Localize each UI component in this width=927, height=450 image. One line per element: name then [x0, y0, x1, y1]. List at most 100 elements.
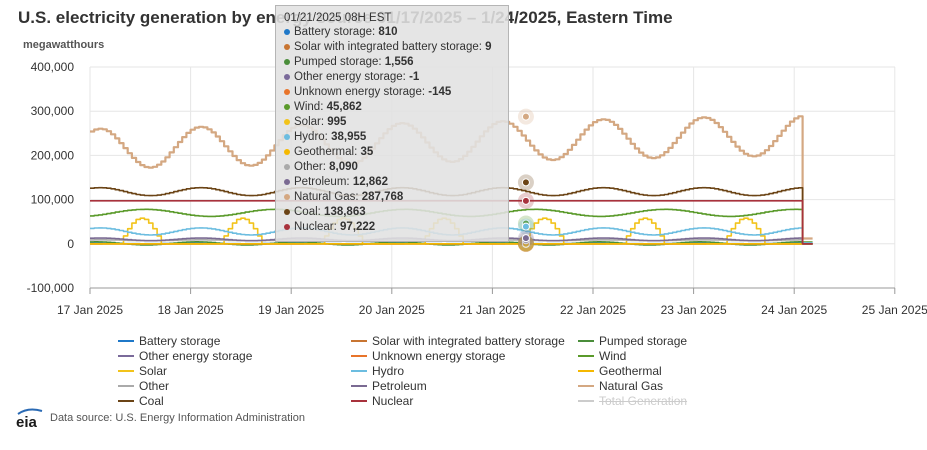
legend-item[interactable]: Geothermal	[578, 363, 662, 378]
legend-label: Wind	[599, 348, 627, 363]
tooltip-series-value: 995	[327, 116, 347, 128]
tooltip-series-name: Coal:	[294, 206, 325, 218]
hover-marker	[521, 196, 530, 205]
tooltip-row: Solar with integrated battery storage: 9	[284, 40, 500, 55]
y-tick-label: 400,000	[31, 60, 75, 74]
legend-label: Solar with integrated battery storage	[372, 333, 565, 348]
tooltip-series-value: -1	[409, 71, 420, 83]
tooltip-series-value: -145	[428, 86, 452, 98]
series-dot-icon	[284, 193, 290, 200]
legend-label: Other energy storage	[139, 348, 253, 363]
tooltip-header: 01/21/2025 08H EST	[284, 12, 392, 24]
legend-item[interactable]: Other energy storage	[118, 348, 252, 363]
series-dot-icon	[284, 118, 290, 125]
legend-swatch-icon	[118, 399, 134, 402]
x-tick-label: 23 Jan 2025	[661, 303, 727, 317]
series-dot-icon	[284, 148, 290, 155]
series-dot-icon	[284, 43, 290, 50]
legend-item[interactable]: Total Generation	[578, 393, 687, 408]
tooltip-row: Wind: 45,862	[284, 100, 500, 115]
legend-item[interactable]: Wind	[578, 348, 626, 363]
legend-swatch-icon	[118, 339, 134, 342]
hover-tooltip: 01/21/2025 08H EST Battery storage: 810 S…	[275, 5, 509, 242]
y-tick-label: 200,000	[31, 148, 75, 162]
x-tick-label: 22 Jan 2025	[560, 303, 626, 317]
x-tick-label: 19 Jan 2025	[258, 303, 324, 317]
tooltip-row: Pumped storage: 1,556	[284, 55, 500, 70]
tooltip-row: Geothermal: 35	[284, 145, 500, 160]
legend-swatch-icon	[118, 354, 134, 357]
tooltip-row: Battery storage: 810	[284, 25, 500, 40]
legend-label: Coal	[139, 393, 164, 408]
legend-item[interactable]: Pumped storage	[578, 333, 687, 348]
legend-swatch-icon	[578, 399, 594, 402]
legend-label: Total Generation	[599, 393, 688, 408]
legend-item[interactable]: Nuclear	[351, 393, 413, 408]
series-dot-icon	[284, 103, 290, 110]
tooltip-series-name: Nuclear:	[294, 221, 341, 233]
legend-swatch-icon	[118, 369, 134, 372]
legend-swatch-icon	[578, 354, 594, 357]
tooltip-series-value: 287,768	[361, 191, 404, 203]
tooltip-series-value: 12,862	[352, 176, 388, 188]
series-dot-icon	[284, 133, 290, 140]
x-tick-label: 20 Jan 2025	[359, 303, 425, 317]
tooltip-series-value: 810	[378, 26, 398, 38]
tooltip-row: Hydro: 38,955	[284, 130, 500, 145]
tooltip-series-name: Unknown energy storage:	[294, 86, 429, 98]
axes: -100,000 0 100,000 200,000 300,000 400,000 17 …	[27, 60, 927, 317]
legend-item[interactable]: Battery storage	[118, 333, 220, 348]
tooltip-series-value: 138,863	[324, 206, 366, 218]
legend-swatch-icon	[351, 354, 367, 357]
tooltip-row: Petroleum: 12,862	[284, 175, 500, 190]
series-dot-icon	[284, 73, 290, 80]
tooltip-series-value: 8,090	[329, 161, 358, 173]
tooltip-series-value: 1,556	[384, 56, 414, 68]
tooltip-series-name: Pumped storage:	[294, 56, 385, 68]
legend-label: Other	[139, 378, 170, 393]
x-tick-label: 25 Jan 2025	[862, 303, 927, 317]
legend-label: Natural Gas	[599, 378, 664, 393]
legend-item[interactable]: Natural Gas	[578, 378, 663, 393]
legend-swatch-icon	[351, 384, 367, 387]
legend-item[interactable]: Solar with integrated battery storage	[351, 333, 565, 348]
legend-item[interactable]: Hydro	[351, 363, 404, 378]
tooltip-row: Other: 8,090	[284, 160, 500, 175]
tooltip-series-name: Wind:	[294, 101, 327, 113]
legend-swatch-icon	[578, 369, 594, 372]
legend-swatch-icon	[351, 339, 367, 342]
tooltip-series-name: Petroleum:	[294, 176, 353, 188]
legend-item[interactable]: Unknown energy storage	[351, 348, 505, 363]
legend-label: Petroleum	[372, 378, 427, 393]
tooltip-series-name: Natural Gas:	[294, 191, 362, 203]
tooltip-series-name: Solar with integrated battery storage:	[294, 41, 486, 53]
legend-item[interactable]: Petroleum	[351, 378, 427, 393]
tooltip-series-name: Solar:	[294, 116, 328, 128]
hover-marker	[521, 234, 530, 243]
legend-swatch-icon	[351, 399, 367, 402]
chart-legend: Battery storage Solar with integrated bat…	[118, 333, 918, 413]
tooltip-row: Other energy storage: -1	[284, 70, 500, 85]
tooltip-series-name: Other energy storage:	[294, 71, 410, 83]
legend-label: Battery storage	[139, 333, 221, 348]
y-tick-label: 300,000	[31, 104, 75, 118]
tooltip-series-value: 45,862	[326, 101, 362, 113]
legend-item[interactable]: Solar	[118, 363, 167, 378]
tooltip-series-name: Geothermal:	[294, 146, 361, 158]
series-dot-icon	[284, 163, 290, 170]
legend-item[interactable]: Coal	[118, 393, 164, 408]
tooltip-row: Coal: 138,863	[284, 205, 500, 220]
series-dot-icon	[284, 28, 290, 35]
eia-logo-icon: eia	[16, 408, 43, 430]
hover-marker	[521, 178, 530, 187]
tooltip-row: Natural Gas: 287,768	[284, 190, 500, 205]
x-tick-label: 18 Jan 2025	[158, 303, 224, 317]
tooltip-series-name: Hydro:	[294, 131, 332, 143]
footer: eia Data source: U.S. Energy Information…	[14, 406, 305, 430]
legend-swatch-icon	[118, 384, 134, 387]
y-tick-label: -100,000	[27, 281, 75, 295]
legend-item[interactable]: Other	[118, 378, 169, 393]
series-dot-icon	[284, 223, 290, 230]
y-tick-label: 100,000	[31, 193, 75, 207]
tooltip-series-name: Other:	[294, 161, 330, 173]
